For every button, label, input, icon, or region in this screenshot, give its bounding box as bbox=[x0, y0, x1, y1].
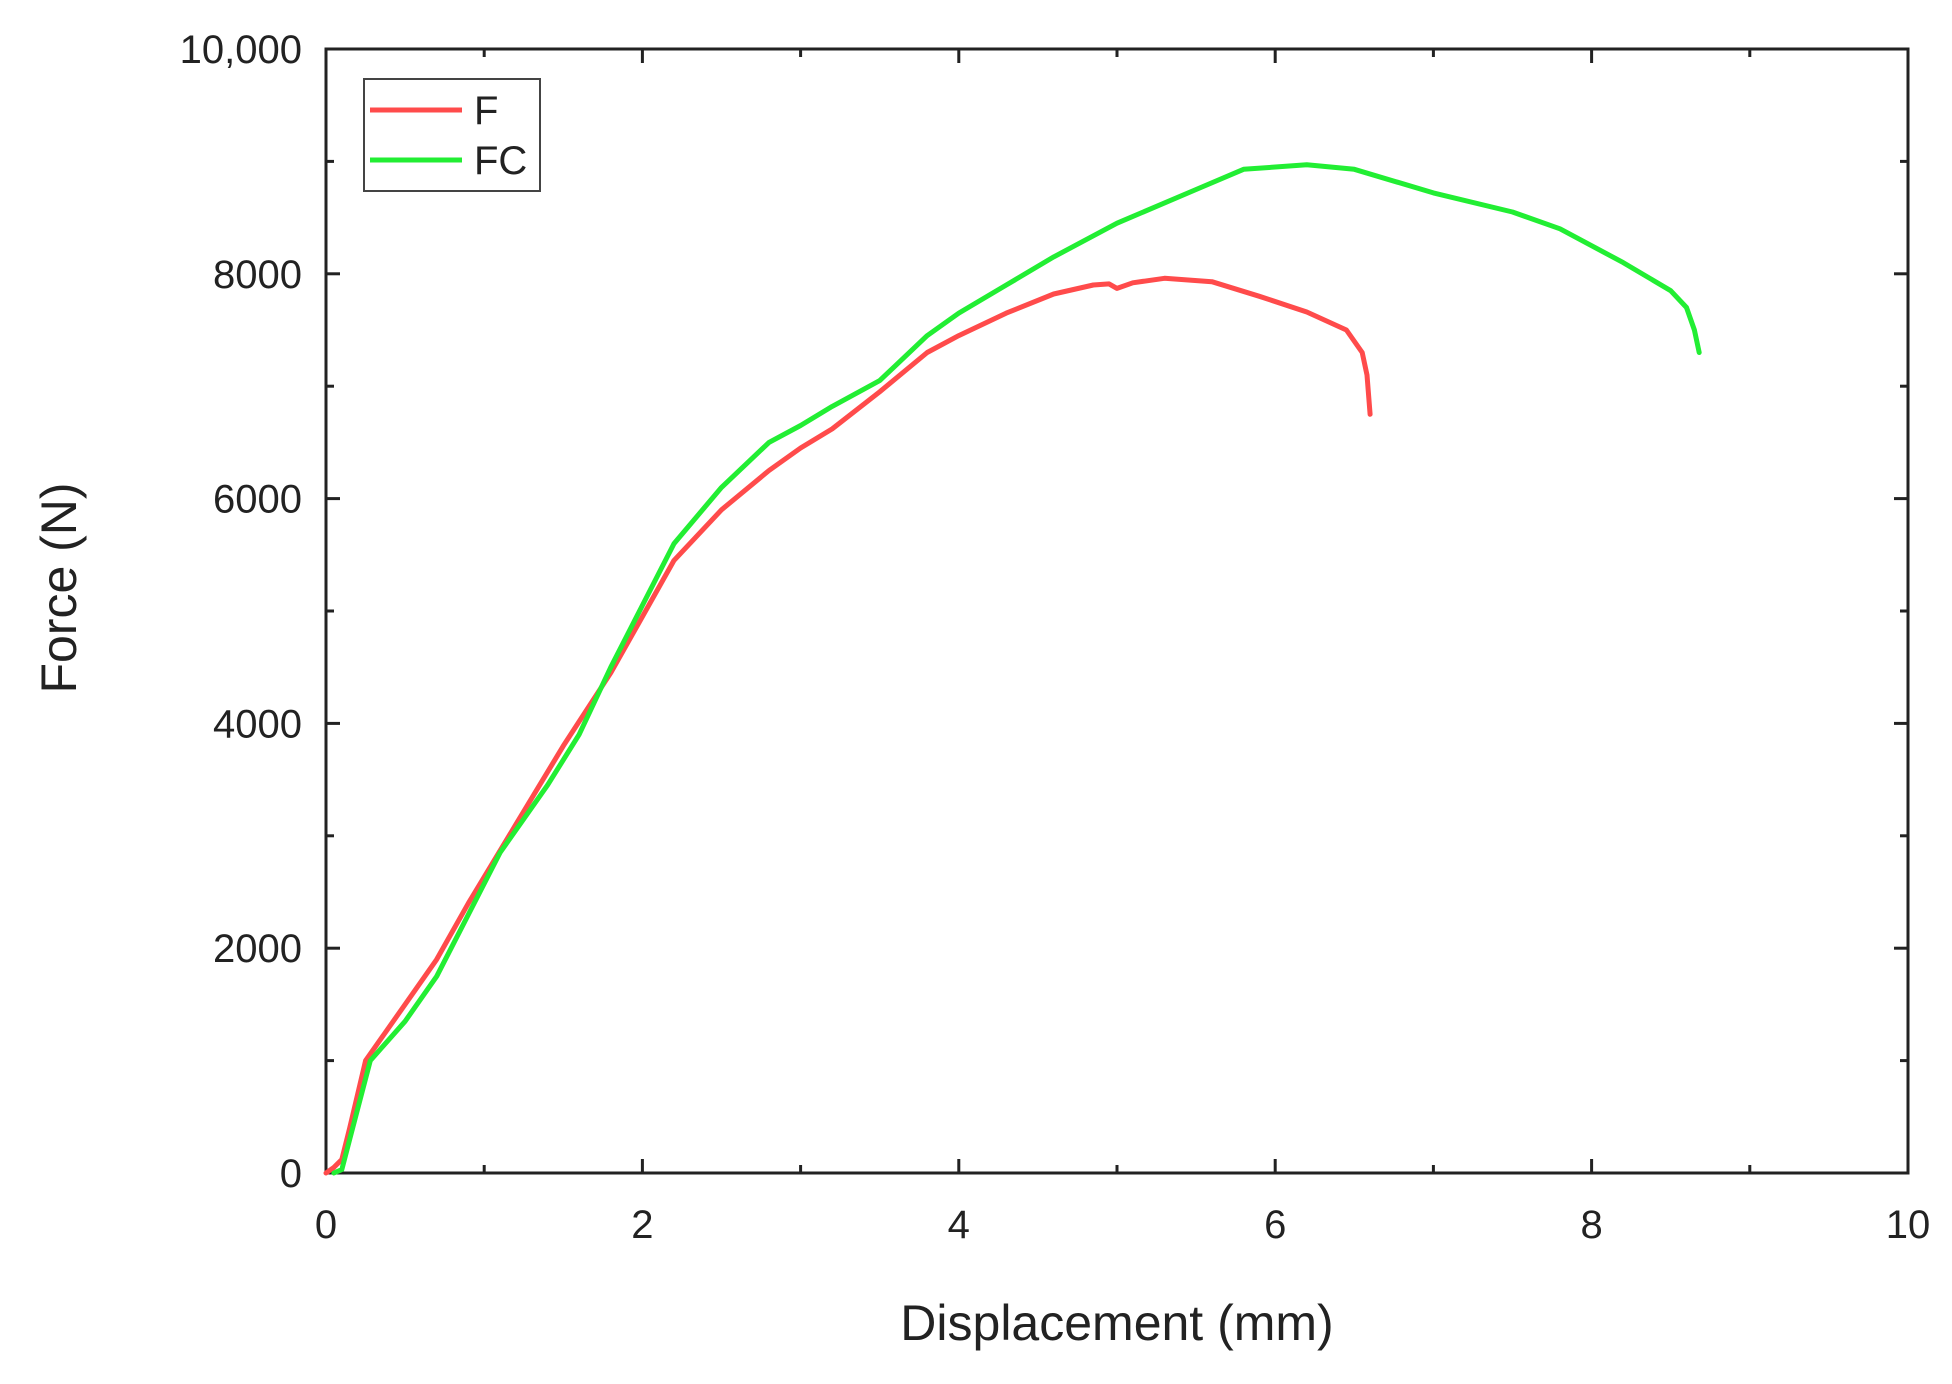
y-tick-label: 2000 bbox=[213, 927, 302, 971]
y-tick-label: 4000 bbox=[213, 702, 302, 746]
x-tick-labels: 0 2 4 6 8 10 bbox=[315, 1203, 1930, 1247]
legend: F FC bbox=[363, 78, 541, 192]
y-axis-title: Force (N) bbox=[31, 482, 87, 693]
series-lines bbox=[323, 162, 1702, 1176]
major-ticks bbox=[324, 47, 1910, 1175]
x-tick-label: 6 bbox=[1264, 1203, 1286, 1247]
legend-label-fc: FC bbox=[474, 139, 527, 183]
x-tick-label: 8 bbox=[1580, 1203, 1602, 1247]
series-line-f bbox=[323, 275, 1373, 1176]
x-tick-label: 10 bbox=[1886, 1203, 1931, 1247]
legend-label-f: F bbox=[474, 89, 498, 133]
legend-box bbox=[363, 78, 541, 192]
y-tick-label: 10,000 bbox=[180, 28, 302, 72]
y-tick-labels: 0 2000 4000 6000 8000 10,000 bbox=[180, 28, 302, 1196]
y-tick-label: 6000 bbox=[213, 478, 302, 522]
minor-ticks bbox=[326, 49, 1908, 1173]
x-tick-label: 0 bbox=[315, 1203, 337, 1247]
x-axis-title: Displacement (mm) bbox=[900, 1295, 1333, 1351]
x-tick-label: 4 bbox=[948, 1203, 970, 1247]
x-tick-label: 2 bbox=[631, 1203, 653, 1247]
plot-area-frame bbox=[324, 47, 1910, 1175]
series-line-fc bbox=[331, 162, 1702, 1176]
y-tick-label: 0 bbox=[280, 1152, 302, 1196]
y-tick-label: 8000 bbox=[213, 253, 302, 297]
